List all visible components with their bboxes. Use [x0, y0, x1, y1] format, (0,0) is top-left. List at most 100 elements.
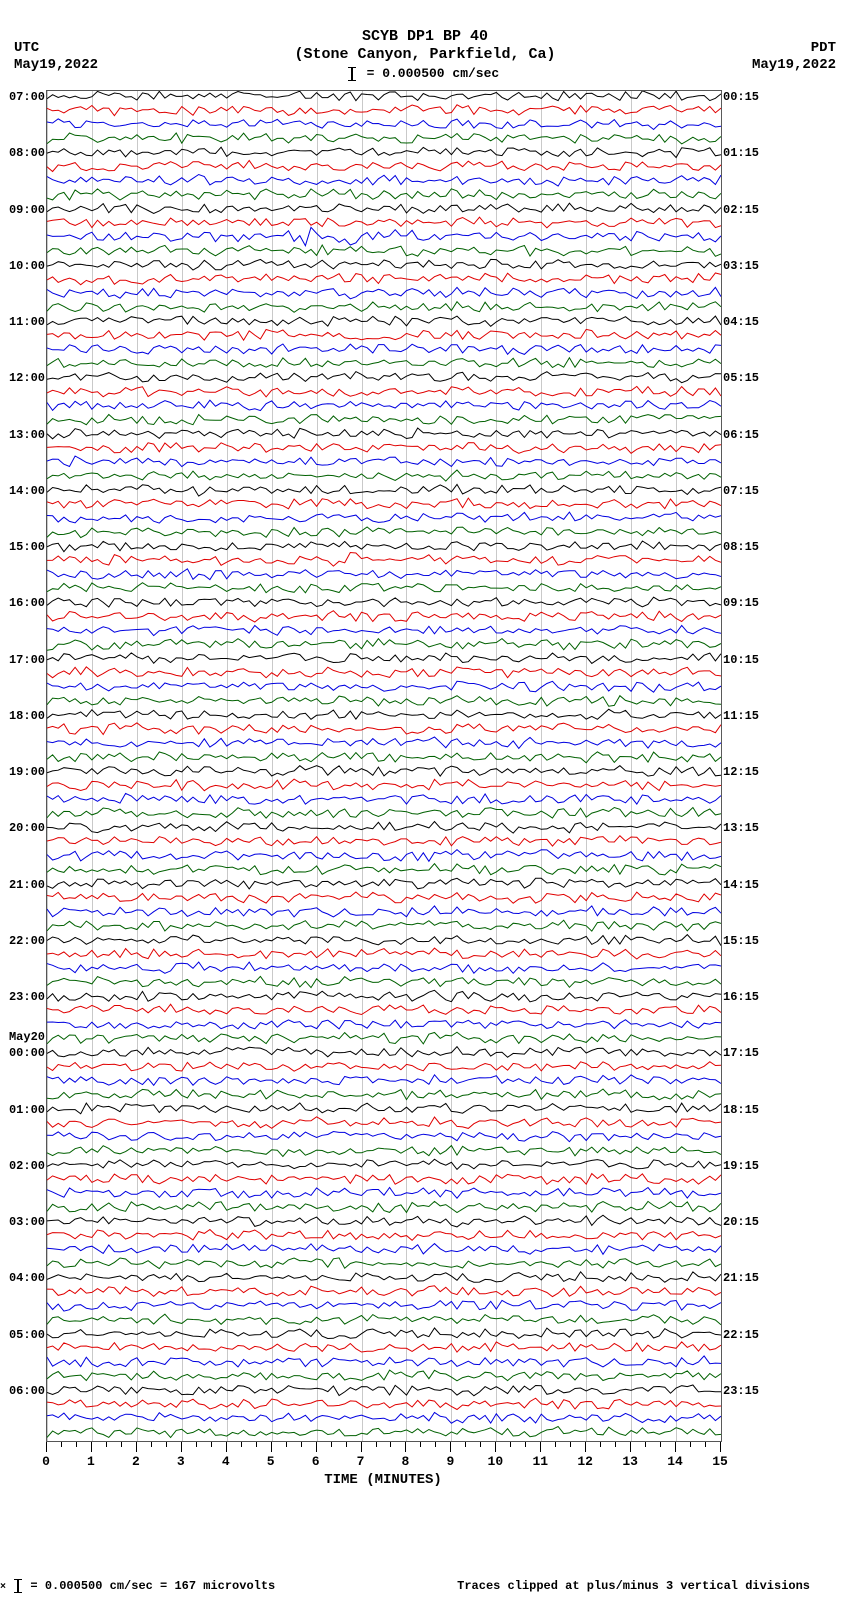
x-minor-tick: [435, 1442, 436, 1447]
trace-line: [47, 470, 721, 481]
time-label-utc: 13:00: [9, 428, 45, 442]
time-label-pdt: 09:15: [723, 596, 759, 610]
trace-line: [47, 1089, 721, 1100]
trace-line: [47, 752, 721, 763]
time-label-utc: 18:00: [9, 709, 45, 723]
time-label-utc: 15:00: [9, 540, 45, 554]
x-minor-tick: [465, 1442, 466, 1447]
row-labels: 11:0004:15: [47, 321, 721, 335]
x-minor-tick: [690, 1442, 691, 1447]
x-minor-tick: [166, 1442, 167, 1447]
x-tick-label: 5: [267, 1454, 275, 1469]
x-minor-tick: [600, 1442, 601, 1447]
time-label-utc: 14:00: [9, 484, 45, 498]
row-labels: 15:0008:15: [47, 546, 721, 560]
trace-line: [47, 906, 721, 917]
row-labels: 23:0016:15: [47, 996, 721, 1010]
trace-line: [47, 1427, 721, 1438]
trace-line: [47, 864, 721, 875]
x-tick-mark: [226, 1442, 227, 1452]
trace-line: [47, 1132, 721, 1142]
row-labels: 01:0018:15: [47, 1109, 721, 1123]
trace-line: [47, 512, 721, 523]
time-label-utc: 16:00: [9, 596, 45, 610]
time-label-utc: 23:00: [9, 990, 45, 1004]
x-tick-label: 2: [132, 1454, 140, 1469]
trace-line: [47, 1370, 721, 1381]
footer-left-text: = 0.000500 cm/sec = 167 microvolts: [30, 1579, 275, 1593]
time-label-utc: 08:00: [9, 146, 45, 160]
time-label-pdt: 04:15: [723, 315, 759, 329]
time-label-pdt: 19:15: [723, 1159, 759, 1173]
x-tick-mark: [630, 1442, 631, 1452]
time-label-utc: 17:00: [9, 653, 45, 667]
row-labels: 05:0022:15: [47, 1334, 721, 1348]
footer-left: × = 0.000500 cm/sec = 167 microvolts: [0, 1579, 275, 1593]
row-labels: 02:0019:15: [47, 1165, 721, 1179]
scale-text: = 0.000500 cm/sec: [367, 66, 500, 81]
seismogram-container: SCYB DP1 BP 40 (Stone Canyon, Parkfield,…: [0, 0, 850, 1613]
x-minor-tick: [241, 1442, 242, 1447]
x-tick-label: 7: [357, 1454, 365, 1469]
row-labels: 13:0006:15: [47, 434, 721, 448]
footer-right: Traces clipped at plus/minus 3 vertical …: [457, 1579, 810, 1593]
x-tick-mark: [585, 1442, 586, 1452]
x-minor-tick: [705, 1442, 706, 1447]
time-label-utc: 12:00: [9, 371, 45, 385]
trace-line: [47, 1075, 721, 1086]
x-tick-mark: [46, 1442, 47, 1452]
time-label-utc: 21:00: [9, 878, 45, 892]
trace-line: [47, 808, 721, 819]
x-minor-tick: [510, 1442, 511, 1447]
trace-line: [47, 189, 721, 200]
row-labels: 18:0011:15: [47, 715, 721, 729]
time-label-pdt: 02:15: [723, 203, 759, 217]
x-minor-tick: [331, 1442, 332, 1447]
row-labels: 20:0013:15: [47, 827, 721, 841]
row-labels: May2000:0017:15: [47, 1052, 721, 1066]
x-minor-tick: [615, 1442, 616, 1447]
row-labels: 08:0001:15: [47, 152, 721, 166]
trace-line: [47, 1413, 721, 1424]
row-labels: 17:0010:15: [47, 659, 721, 673]
x-minor-tick: [645, 1442, 646, 1447]
trace-line: [47, 737, 721, 748]
time-label-utc: 10:00: [9, 259, 45, 273]
trace-line: [47, 793, 721, 804]
row-labels: 04:0021:15: [47, 1277, 721, 1291]
title-line1: SCYB DP1 BP 40: [0, 28, 850, 46]
x-axis-label: TIME (MINUTES): [46, 1472, 720, 1488]
trace-line: [47, 456, 721, 467]
x-minor-tick: [106, 1442, 107, 1447]
time-label-pdt: 03:15: [723, 259, 759, 273]
x-tick-mark: [91, 1442, 92, 1452]
time-label-pdt: 20:15: [723, 1215, 759, 1229]
trace-line: [47, 227, 721, 245]
time-label-utc: 02:00: [9, 1159, 45, 1173]
trace-line: [47, 1188, 721, 1199]
time-label-pdt: 18:15: [723, 1103, 759, 1117]
x-tick-label: 8: [402, 1454, 410, 1469]
chart-title: SCYB DP1 BP 40 (Stone Canyon, Parkfield,…: [0, 28, 850, 64]
time-label-pdt: 12:15: [723, 765, 759, 779]
x-tick-label: 13: [622, 1454, 638, 1469]
trace-line: [47, 1300, 721, 1311]
time-label-utc: 19:00: [9, 765, 45, 779]
time-label-pdt: 15:15: [723, 934, 759, 948]
x-minor-tick: [256, 1442, 257, 1447]
trace-line: [47, 119, 721, 130]
row-labels: 14:0007:15: [47, 490, 721, 504]
x-tick-mark: [136, 1442, 137, 1452]
x-minor-tick: [525, 1442, 526, 1447]
time-label-pdt: 06:15: [723, 428, 759, 442]
time-label-pdt: 16:15: [723, 990, 759, 1004]
trace-line: [47, 302, 721, 313]
trace-line: [47, 639, 721, 651]
tz-left: UTC: [14, 40, 98, 57]
x-minor-tick: [376, 1442, 377, 1447]
x-minor-tick: [570, 1442, 571, 1447]
trace-line: [47, 1032, 721, 1044]
x-minor-tick: [61, 1442, 62, 1447]
x-tick-label: 11: [532, 1454, 548, 1469]
x-tick-label: 14: [667, 1454, 683, 1469]
